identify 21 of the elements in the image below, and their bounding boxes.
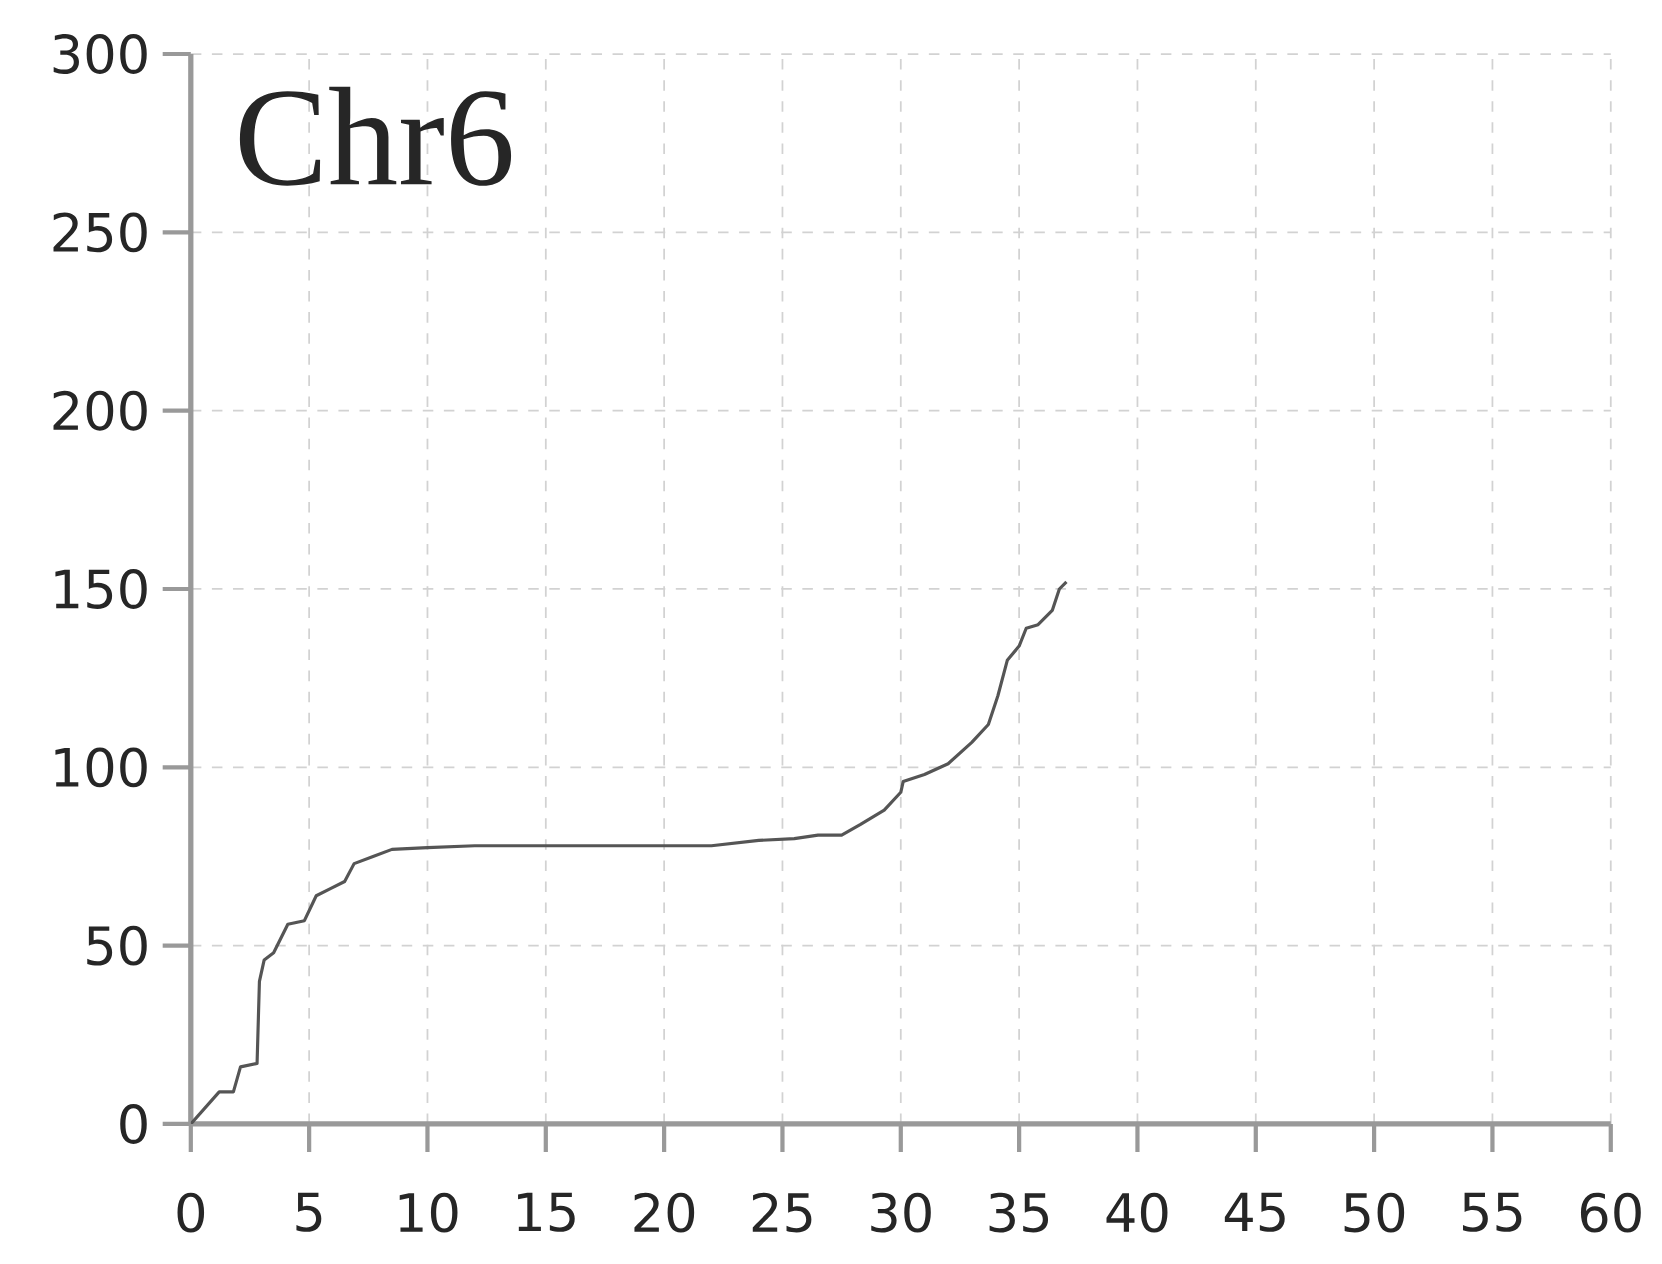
y-tick-label: 200 [53,390,147,431]
x-tick-label: 40 [1106,1192,1168,1233]
x-tick-label: 0 [177,1192,205,1233]
y-tick-label: 250 [53,212,147,253]
x-tick-label: 20 [634,1192,695,1233]
y-tick-label: 50 [87,925,147,966]
chart-title: Chr6 [239,86,512,186]
x-tick-label: 5 [296,1192,322,1232]
x-tick-label: 10 [399,1192,458,1233]
y-tick-label: 100 [55,747,147,788]
x-tick-label: 15 [518,1192,575,1232]
y-tick-label: 0 [120,1104,147,1144]
x-tick-label: 45 [1224,1192,1285,1232]
x-tick-label: 30 [871,1192,931,1233]
x-tick-label: 60 [1580,1192,1641,1233]
x-tick-label: 35 [989,1192,1049,1233]
x-tick-label: 25 [752,1192,812,1233]
y-tick-label: 150 [55,569,147,609]
x-tick-label: 55 [1462,1192,1522,1232]
y-tick-label: 300 [53,34,147,74]
x-tick-label: 50 [1344,1192,1405,1233]
